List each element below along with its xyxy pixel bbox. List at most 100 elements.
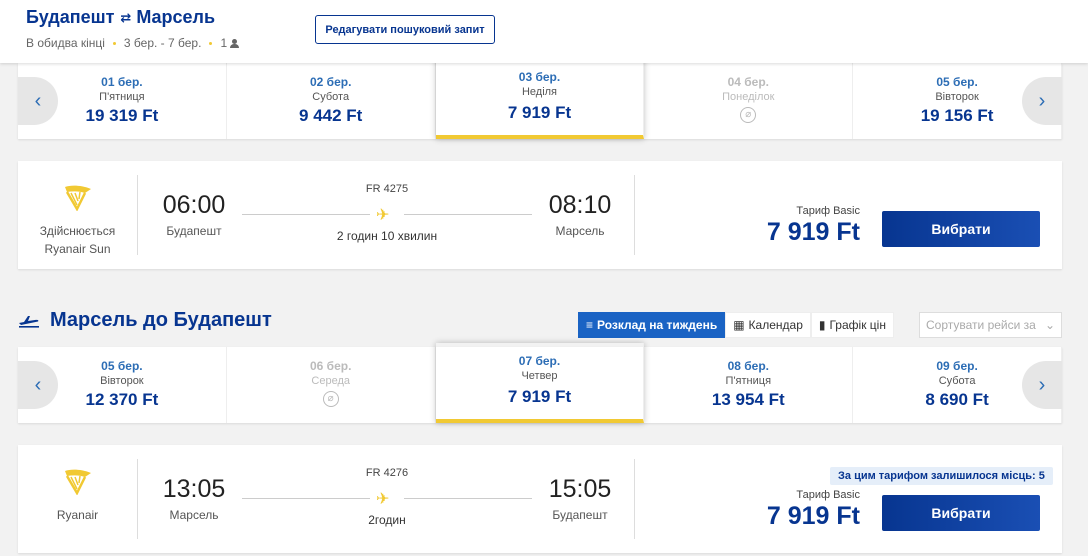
- bar-chart-icon: ▮: [818, 318, 826, 332]
- outbound-flight-card: Здійснюється Ryanair Sun 06:00 Будапешт …: [18, 161, 1062, 269]
- list-icon: ≡: [586, 318, 594, 332]
- date-cell-unavailable: 04 бер. Понеділок ⌀: [644, 63, 854, 139]
- destination-city: Марсель: [136, 7, 216, 27]
- date-price: 19 156 Ft: [920, 106, 994, 125]
- date-price: 8 690 Ft: [925, 390, 989, 409]
- prev-dates-arrow[interactable]: ‹: [18, 361, 58, 409]
- swap-icon: ⇄: [120, 9, 131, 25]
- date-cell[interactable]: 05 бер. Вівторок 12 370 Ft: [18, 347, 227, 423]
- date-cell[interactable]: 08 бер. П'ятниця 13 954 Ft: [644, 347, 854, 423]
- sort-dropdown[interactable]: Сортувати рейси за ⌄: [919, 312, 1062, 338]
- date-price: 12 370 Ft: [85, 390, 159, 409]
- trip-type: В обидва кінці: [26, 36, 105, 50]
- calendar-icon: ▦: [733, 318, 745, 332]
- date-cell[interactable]: 01 бер. П'ятниця 19 319 Ft: [18, 63, 227, 139]
- date-price: 19 319 Ft: [85, 106, 159, 125]
- weekday-label: Понеділок: [722, 91, 775, 103]
- edit-search-button[interactable]: Редагувати пошуковий запит: [315, 15, 495, 44]
- weekday-label: Середа: [311, 375, 350, 387]
- date-cell-selected[interactable]: 07 бер. Четвер 7 919 Ft: [435, 343, 645, 423]
- prev-dates-arrow[interactable]: ‹: [18, 77, 58, 125]
- flight-path: FR 4276 ✈ 2годин: [242, 467, 532, 527]
- weekday-label: Четвер: [521, 370, 558, 382]
- date-label: 04 бер.: [727, 75, 769, 89]
- arrival-city: Марсель: [555, 224, 605, 238]
- date-label: 07 бер.: [518, 354, 561, 368]
- sort-placeholder: Сортувати рейси за: [926, 318, 1036, 332]
- arrival-time: 15:05: [548, 475, 612, 503]
- path-line: [404, 214, 532, 215]
- fare-price: 7 919 Ft: [766, 218, 860, 246]
- chevron-right-icon: ›: [1038, 90, 1046, 112]
- path-line: [242, 214, 370, 215]
- trip-meta: В обидва кінці 3 бер. - 7 бер. 1: [26, 36, 240, 50]
- departure-plane-icon: [19, 315, 39, 328]
- arrival-block: 08:10 Марсель: [530, 191, 630, 238]
- path-line: [404, 498, 532, 499]
- weekday-label: Неділя: [521, 86, 558, 98]
- date-label: 06 бер.: [309, 359, 352, 373]
- weekday-label: Вівторок: [100, 375, 144, 387]
- date-price: 9 442 Ft: [299, 106, 363, 125]
- arrival-time: 08:10: [548, 191, 612, 219]
- no-flight-icon: ⌀: [322, 391, 339, 407]
- date-cell-selected[interactable]: 03 бер. Неділя 7 919 Ft: [435, 59, 645, 139]
- arrival-city: Будапешт: [552, 508, 608, 522]
- no-flight-icon: ⌀: [740, 107, 757, 123]
- return-date-strip: ‹ 05 бер. Вівторок 12 370 Ft 06 бер. Сер…: [18, 343, 1062, 423]
- departure-city: Будапешт: [166, 224, 222, 238]
- chevron-left-icon: ‹: [34, 90, 42, 112]
- flight-duration: 2 годин 10 хвилин: [336, 229, 438, 243]
- seats-left-badge: За цим тарифом залишилося місць: 5: [830, 467, 1053, 485]
- passenger-number: 1: [220, 36, 228, 50]
- tab-calendar[interactable]: ▦ Календар: [725, 312, 811, 338]
- next-dates-arrow[interactable]: ›: [1022, 361, 1062, 409]
- flight-duration: 2годин: [368, 513, 406, 527]
- origin-city: Будапешт: [26, 7, 115, 27]
- date-label: 09 бер.: [936, 359, 978, 373]
- view-tabs: ≡ Розклад на тиждень ▦ Календар ▮ Графік…: [578, 312, 894, 338]
- operator-label: Здійснюється: [39, 224, 116, 238]
- flight-number: FR 4275: [365, 183, 409, 195]
- tab-label: Розклад на тиждень: [597, 318, 718, 332]
- passenger-count: 1: [220, 36, 240, 50]
- date-cell[interactable]: 02 бер. Субота 9 442 Ft: [227, 63, 436, 139]
- trip-dates: 3 бер. - 7 бер.: [123, 36, 202, 50]
- operator-name: Ryanair: [56, 508, 99, 522]
- date-label: 03 бер.: [518, 70, 561, 84]
- ryanair-harp-icon: [64, 185, 91, 212]
- separator-dot: [209, 41, 213, 45]
- search-summary-header: Будапешт ⇄ Марсель В обидва кінці 3 бер.…: [0, 0, 1088, 63]
- tab-label: Календар: [748, 318, 803, 332]
- next-dates-arrow[interactable]: ›: [1022, 77, 1062, 125]
- airline-info: Ryanair: [18, 459, 138, 539]
- fare-info: Тариф Basic 7 919 Ft: [718, 489, 860, 531]
- tab-price-graph[interactable]: ▮ Графік цін: [810, 312, 894, 338]
- weekday-label: П'ятниця: [99, 91, 145, 103]
- separator-dot: [112, 41, 116, 45]
- date-cell[interactable]: 05 бер. Вівторок 19 156 Ft: [853, 63, 1062, 139]
- fare-info: Тариф Basic 7 919 Ft: [718, 205, 860, 247]
- return-flight-card: Ryanair 13:05 Марсель FR 4276 ✈ 2годин 1…: [18, 445, 1062, 553]
- divider: [634, 459, 635, 539]
- departure-block: 06:00 Будапешт: [144, 191, 244, 238]
- weekday-label: П'ятниця: [725, 375, 772, 387]
- departure-block: 13:05 Марсель: [144, 475, 244, 522]
- tab-weekly-schedule[interactable]: ≡ Розклад на тиждень: [578, 312, 726, 338]
- arrival-block: 15:05 Будапешт: [530, 475, 630, 522]
- flight-path: FR 4275 ✈ 2 годин 10 хвилин: [242, 183, 532, 243]
- chevron-right-icon: ›: [1038, 374, 1046, 396]
- return-section-header: Марсель до Будапешт: [18, 309, 272, 332]
- select-flight-button[interactable]: Вибрати: [882, 495, 1040, 531]
- ryanair-harp-icon: [64, 469, 91, 496]
- date-cell-unavailable: 06 бер. Середа ⌀: [227, 347, 436, 423]
- weekday-label: Вівторок: [935, 91, 979, 103]
- date-label: 01 бер.: [101, 75, 143, 89]
- airline-info: Здійснюється Ryanair Sun: [18, 175, 138, 256]
- plane-icon: ✈: [376, 207, 390, 224]
- date-price: 7 919 Ft: [507, 387, 572, 406]
- date-label: 02 бер.: [309, 75, 352, 89]
- select-flight-button[interactable]: Вибрати: [882, 211, 1040, 247]
- flight-number: FR 4276: [365, 467, 409, 479]
- fare-price: 7 919 Ft: [766, 502, 860, 530]
